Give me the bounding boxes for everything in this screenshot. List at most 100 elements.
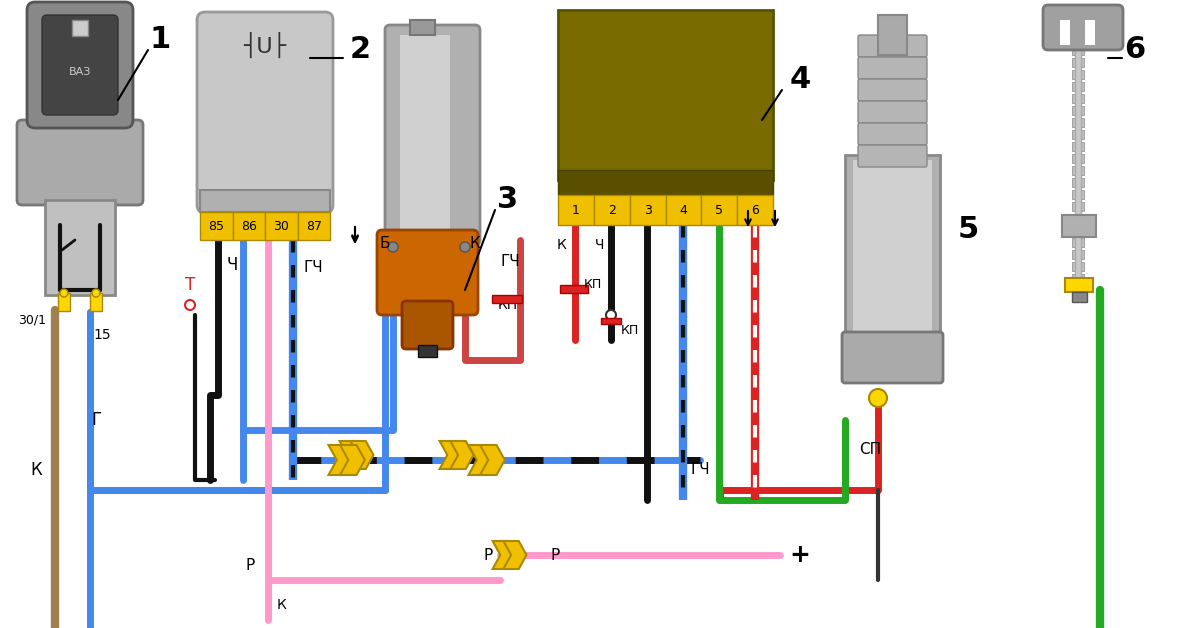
Text: Ч: Ч [595,238,605,252]
Bar [1072,166,1084,175]
Bar [594,195,630,225]
Text: ┤U├: ┤U├ [244,32,287,58]
Text: 15: 15 [94,328,110,342]
Bar [601,318,622,324]
Polygon shape [439,441,463,469]
Bar [1072,262,1084,271]
Text: К: К [30,461,42,479]
Text: 1: 1 [149,26,170,55]
Text: КП: КП [584,278,602,291]
Text: КП: КП [620,323,640,337]
Text: ВАЗ: ВАЗ [68,67,91,77]
Text: К: К [277,598,287,612]
Bar [298,212,330,240]
Text: 1: 1 [572,203,580,217]
Text: Б: Б [379,236,390,251]
Circle shape [60,289,68,297]
Bar [1072,190,1084,199]
Bar [410,20,436,35]
Bar [1072,202,1084,211]
Text: ГЧ: ГЧ [304,261,323,276]
Bar [1072,250,1084,259]
Bar [1075,45,1081,295]
FancyBboxPatch shape [1043,5,1123,50]
Circle shape [92,289,100,297]
Bar [1072,70,1084,79]
Text: 2: 2 [349,36,371,65]
FancyBboxPatch shape [197,12,334,213]
Text: 6: 6 [751,203,760,217]
Bar [90,293,102,311]
Bar [400,35,450,235]
Bar [46,200,115,295]
Text: КП: КП [498,298,518,312]
Bar [492,295,522,303]
Text: 3: 3 [498,185,518,215]
Bar [58,293,70,311]
Bar [1072,46,1084,55]
FancyBboxPatch shape [858,35,928,57]
Text: ГЧ: ГЧ [690,462,710,477]
Text: СП: СП [859,443,881,458]
Polygon shape [503,541,527,569]
Bar [1072,58,1084,67]
Text: 5: 5 [715,203,724,217]
Bar [1072,118,1084,127]
FancyBboxPatch shape [858,123,928,145]
Circle shape [869,389,887,407]
Text: 5: 5 [958,215,979,244]
FancyBboxPatch shape [385,25,480,245]
Text: Р: Р [551,548,559,563]
Polygon shape [329,445,353,475]
Bar [418,345,437,357]
Bar [560,285,588,293]
Bar [701,195,737,225]
Text: Р: Р [484,548,493,563]
Bar [1072,94,1084,103]
Text: 4: 4 [679,203,688,217]
Text: 6: 6 [1124,36,1146,65]
Bar [1072,214,1084,223]
Text: 86: 86 [241,220,257,232]
Bar [853,160,932,335]
Text: 87: 87 [306,220,322,232]
Polygon shape [468,445,493,475]
Text: 4: 4 [790,65,811,94]
Polygon shape [340,445,365,475]
Bar [630,195,666,225]
Bar [558,170,773,195]
Text: К: К [469,236,480,251]
Bar [1072,142,1084,151]
Bar [1072,238,1084,247]
Bar [737,195,773,225]
FancyBboxPatch shape [42,15,118,115]
Bar [1072,286,1084,295]
Bar [72,20,88,36]
Text: Ч: Ч [227,256,238,274]
Bar [233,212,265,240]
Bar [1072,82,1084,91]
Text: Р: Р [245,558,254,573]
Text: ГЧ: ГЧ [500,254,520,269]
Polygon shape [350,441,373,469]
FancyBboxPatch shape [858,145,928,167]
Circle shape [185,300,194,310]
Bar [1072,274,1084,283]
Circle shape [388,242,398,252]
Polygon shape [493,541,516,569]
Bar [265,212,298,240]
Bar [558,10,773,180]
Circle shape [460,242,470,252]
Bar [1072,226,1084,235]
Bar [1072,292,1087,302]
Bar [1072,106,1084,115]
FancyBboxPatch shape [402,301,454,349]
Bar [1072,178,1084,187]
Bar [1072,130,1084,139]
Text: Г: Г [91,411,101,429]
Bar [200,190,330,212]
Text: 30/1: 30/1 [18,313,46,327]
Text: 30: 30 [274,220,289,232]
Bar [1066,278,1093,292]
Text: 2: 2 [608,203,616,217]
